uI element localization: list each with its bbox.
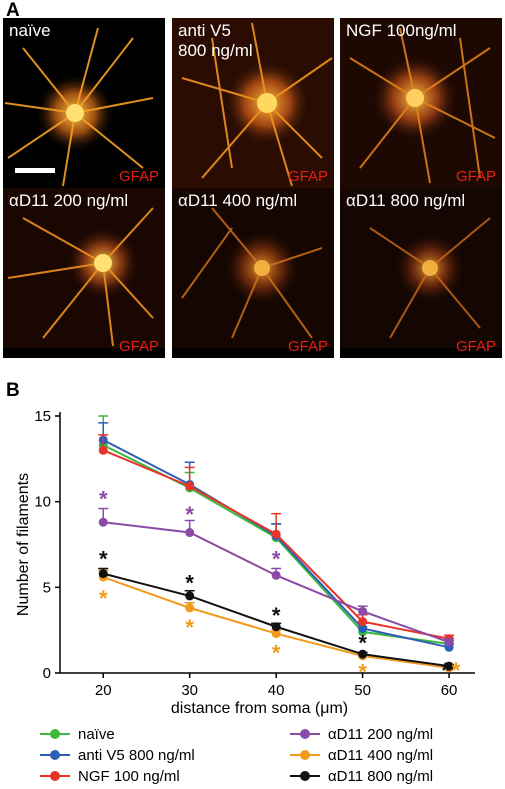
stain-label: GFAP (118, 338, 159, 355)
astrocyte-image (3, 188, 165, 348)
x-tick-label: 30 (181, 682, 198, 699)
micrograph-ngf: NGF 100ng/ml GFAP (340, 18, 502, 188)
filament-line-chart: 0 5 10 15 20 30 40 50 60 distance from soma (μm) N… (15, 408, 475, 717)
significance-asterisk: * (452, 658, 461, 683)
micrograph-naive: naïve GFAP (3, 18, 165, 188)
legend-label: NGF 100 ng/ml (78, 767, 180, 785)
stain-label: GFAP (287, 338, 328, 355)
micrograph-ad11-400: αD11 400 ng/ml GFAP (172, 188, 334, 358)
significance-asterisk: * (99, 546, 108, 571)
data-point (444, 661, 454, 671)
tile-label: NGF 100ng/ml (346, 21, 457, 40)
significance-asterisk: * (272, 641, 281, 666)
legend-item: naïve (40, 725, 115, 743)
stain-label: GFAP (287, 168, 328, 185)
y-tick-label: 15 (34, 408, 51, 425)
data-point (98, 445, 108, 455)
data-point (271, 622, 281, 632)
legend-item: anti V5 800 ng/ml (40, 746, 195, 764)
legend-item: αD11 400 ng/ml (290, 746, 433, 764)
legend-swatch (40, 749, 70, 761)
significance-asterisk: * (272, 546, 281, 571)
micrograph-anti-v5: anti V5 800 ng/ml GFAP (172, 18, 334, 188)
data-point (185, 603, 195, 613)
legend-item: NGF 100 ng/ml (40, 767, 180, 785)
astrocyte-image (340, 18, 502, 188)
data-point (271, 629, 281, 639)
significance-asterisk: * (358, 630, 367, 655)
legend-label: αD11 400 ng/ml (328, 746, 434, 764)
panel-b-label: B (6, 380, 20, 401)
legend-item: αD11 800 ng/ml (290, 767, 433, 785)
tile-label: αD11 200 ng/ml (9, 191, 129, 210)
stain-label: GFAP (455, 168, 496, 185)
data-point (185, 528, 195, 538)
data-point (358, 606, 368, 616)
legend-swatch (290, 770, 320, 782)
legend-label: anti V5 800 ng/ml (78, 746, 195, 764)
legend-label: naïve (78, 725, 115, 743)
significance-asterisk: * (441, 658, 450, 683)
data-point (271, 570, 281, 580)
legend-label: αD11 200 ng/ml (328, 725, 434, 743)
tile-label: αD11 800 ng/ml (346, 191, 466, 210)
data-point (98, 517, 108, 527)
data-point (98, 569, 108, 579)
y-axis-label: Number of filaments (15, 473, 32, 616)
legend-label: αD11 800 ng/ml (328, 767, 434, 785)
legend-swatch (290, 728, 320, 740)
y-tick-label: 5 (43, 579, 51, 596)
y-tick-label: 10 (34, 494, 51, 511)
tile-label: anti V5 800 ng/ml (178, 21, 253, 60)
legend-swatch (290, 749, 320, 761)
astrocyte-image (4, 27, 154, 187)
data-point (358, 623, 368, 633)
tile-label: αD11 400 ng/ml (178, 191, 298, 210)
astrocyte-image (172, 188, 334, 348)
significance-asterisk: * (272, 603, 281, 628)
panel-a-label: A (6, 0, 20, 21)
tile-label: naïve (9, 21, 51, 40)
micrograph-ad11-800: αD11 800 ng/ml GFAP (340, 188, 502, 358)
astrocyte-image (340, 188, 502, 348)
significance-asterisk: * (185, 615, 194, 640)
data-point (358, 649, 368, 659)
astrocyte-image (172, 18, 334, 188)
x-axis-label: distance from soma (μm) (171, 700, 348, 717)
data-point (185, 481, 195, 491)
x-tick-label: 40 (268, 682, 285, 699)
x-tick-label: 50 (354, 682, 371, 699)
significance-asterisk: * (185, 502, 194, 527)
significance-asterisk: * (358, 660, 367, 685)
stain-label: GFAP (455, 338, 496, 355)
legend-item: αD11 200 ng/ml (290, 725, 433, 743)
data-point (185, 591, 195, 601)
x-tick-label: 60 (441, 682, 458, 699)
legend-swatch (40, 770, 70, 782)
stain-label: GFAP (118, 168, 159, 185)
series-5 (98, 567, 455, 671)
data-point (444, 637, 454, 647)
significance-asterisk: * (99, 586, 108, 611)
x-tick-label: 20 (95, 682, 112, 699)
series-3 (98, 507, 455, 647)
scale-bar (15, 168, 55, 173)
y-tick-label: 0 (43, 665, 51, 682)
series-2 (98, 434, 455, 644)
significance-asterisk: * (185, 570, 194, 595)
significance-asterisk: * (99, 487, 108, 512)
legend-swatch (40, 728, 70, 740)
data-point (271, 529, 281, 539)
micrograph-ad11-200: αD11 200 ng/ml GFAP (3, 188, 165, 358)
data-point (358, 617, 368, 627)
